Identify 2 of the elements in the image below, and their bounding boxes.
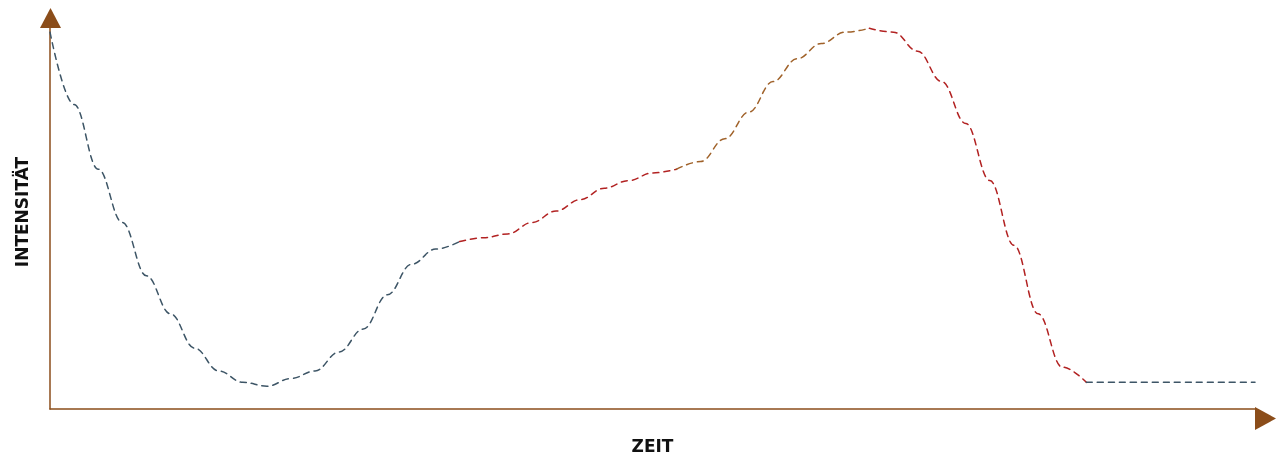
y-axis-title: INTENSITÄT: [10, 156, 32, 268]
x-axis-title: ZEIT: [631, 435, 674, 456]
